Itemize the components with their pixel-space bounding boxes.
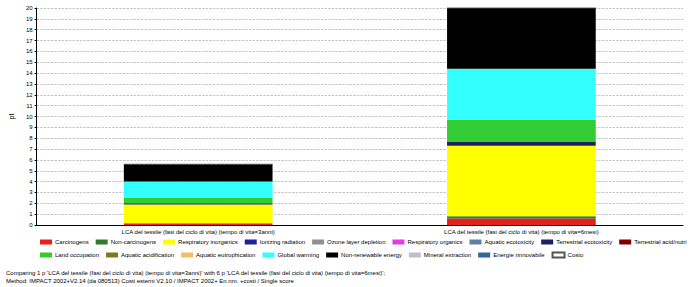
svg-text:12: 12 xyxy=(26,92,33,98)
svg-text:pt: pt xyxy=(8,114,16,120)
svg-text:Method: IMPACT 2002+V2.14 (da: Method: IMPACT 2002+V2.14 (da 080513) Co… xyxy=(6,278,295,284)
svg-text:Respiratory organics: Respiratory organics xyxy=(407,239,462,245)
svg-text:LCA del tessile (fasi del cicl: LCA del tessile (fasi del ciclo di vita)… xyxy=(444,229,599,235)
svg-text:Land occupation: Land occupation xyxy=(55,252,99,258)
svg-text:6: 6 xyxy=(29,157,33,163)
svg-text:Non-carcinogens: Non-carcinogens xyxy=(111,239,156,245)
svg-text:9: 9 xyxy=(29,124,33,130)
svg-text:15: 15 xyxy=(26,59,33,65)
svg-text:Terrestrial acid/nutri: Terrestrial acid/nutri xyxy=(634,239,686,245)
svg-text:3: 3 xyxy=(29,189,33,195)
svg-text:17: 17 xyxy=(26,38,33,44)
svg-text:Aquatic acidification: Aquatic acidification xyxy=(121,252,174,258)
svg-text:Ionizing radiation: Ionizing radiation xyxy=(260,239,305,245)
svg-text:4: 4 xyxy=(29,179,33,185)
svg-text:14: 14 xyxy=(26,70,33,76)
svg-text:7: 7 xyxy=(29,146,33,152)
svg-text:2: 2 xyxy=(29,200,33,206)
svg-text:8: 8 xyxy=(29,135,33,141)
svg-text:Global warming: Global warming xyxy=(277,252,319,258)
svg-text:Mineral extraction: Mineral extraction xyxy=(424,252,471,258)
svg-text:19: 19 xyxy=(26,16,33,22)
svg-text:Respiratory inorganics: Respiratory inorganics xyxy=(178,239,238,245)
svg-text:Ozone layer depletion: Ozone layer depletion xyxy=(327,239,385,245)
svg-text:Costo: Costo xyxy=(568,252,584,258)
svg-text:LCA del tessile (fasi del cicl: LCA del tessile (fasi del ciclo di vita)… xyxy=(122,229,275,235)
svg-text:10: 10 xyxy=(26,114,33,120)
svg-text:Energie rinnovabile: Energie rinnovabile xyxy=(493,252,545,258)
svg-text:Terrestrial ecotoxicity: Terrestrial ecotoxicity xyxy=(556,239,612,245)
svg-text:20: 20 xyxy=(26,5,33,11)
svg-text:18: 18 xyxy=(26,27,33,33)
svg-text:1: 1 xyxy=(29,211,33,217)
svg-text:Non-renewable energy: Non-renewable energy xyxy=(341,252,402,258)
svg-text:Aquatic eutrophication: Aquatic eutrophication xyxy=(196,252,255,258)
svg-text:13: 13 xyxy=(26,81,33,87)
svg-text:5: 5 xyxy=(29,168,33,174)
svg-text:Comparing 1 p 'LCA del tessile: Comparing 1 p 'LCA del tessile (fasi del… xyxy=(6,270,385,276)
svg-text:0: 0 xyxy=(29,222,33,228)
svg-text:Aquatic ecotoxicity: Aquatic ecotoxicity xyxy=(484,239,534,245)
svg-text:16: 16 xyxy=(26,48,33,54)
svg-text:11: 11 xyxy=(26,103,33,109)
svg-text:Carcinogens: Carcinogens xyxy=(55,239,89,245)
